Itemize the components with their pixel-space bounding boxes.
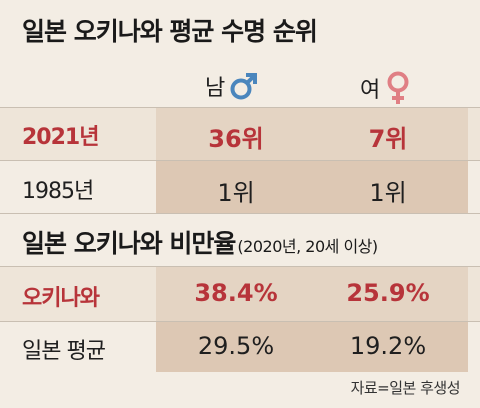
male-header: 남 — [205, 70, 259, 102]
obesity-title: 일본 오키나와 비만율 (2020년, 20세 이상) — [22, 224, 378, 260]
lifespan-row-2021: 2021년 36위 7위 — [0, 108, 480, 160]
obesity-subtitle: (2020년, 20세 이상) — [237, 237, 378, 256]
divider — [0, 160, 480, 161]
male-value: 29.5% — [197, 332, 275, 360]
male-value: 1위 — [217, 179, 255, 207]
row-band — [0, 267, 480, 321]
divider — [0, 213, 480, 214]
row-label: 1985년 — [22, 179, 94, 204]
row-band — [0, 108, 480, 160]
female-header: 여 — [360, 70, 412, 106]
obesity-title-text: 일본 오키나와 비만율 — [22, 229, 236, 258]
divider — [0, 107, 480, 108]
obesity-row-japan-average: 일본 평균 29.5% 19.2% — [0, 322, 480, 372]
male-value: 36위 — [208, 125, 264, 153]
obesity-row-okinawa: 오키나와 38.4% 25.9% — [0, 267, 480, 321]
female-header-label: 여 — [360, 78, 381, 103]
row-label: 일본 평균 — [22, 339, 106, 364]
female-symbol-icon — [387, 71, 409, 104]
section-title-bg — [0, 214, 480, 266]
divider — [0, 266, 480, 267]
male-header-label: 남 — [205, 76, 226, 101]
row-label: 오키나와 — [22, 286, 100, 311]
female-value: 7위 — [368, 125, 408, 153]
female-value: 1위 — [369, 179, 407, 207]
lifespan-title: 일본 오키나와 평균 수명 순위 — [22, 17, 318, 46]
lifespan-row-1985: 1985년 1위 1위 — [0, 161, 480, 213]
source-note: 자료=일본 후생성 — [350, 379, 461, 397]
female-value: 25.9% — [346, 279, 430, 307]
male-value: 38.4% — [194, 279, 278, 307]
row-label: 2021년 — [22, 125, 99, 150]
divider — [0, 321, 480, 322]
male-symbol-icon — [230, 73, 258, 100]
footer-bg — [0, 372, 480, 408]
female-value: 19.2% — [349, 332, 427, 360]
